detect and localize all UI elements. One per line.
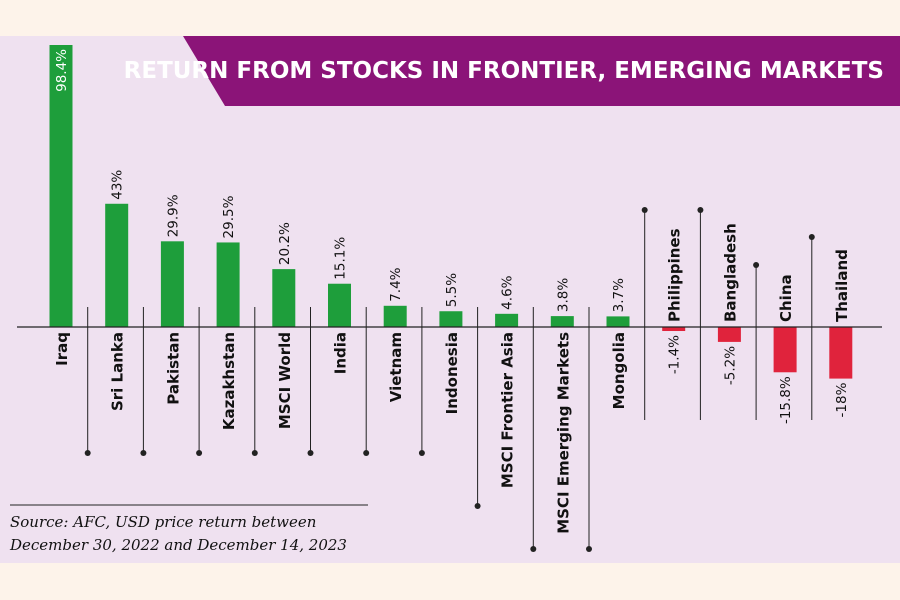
title-banner: RETURN FROM STOCKS IN FRONTIER, EMERGING… xyxy=(124,36,900,106)
category-label: Thailand xyxy=(833,249,851,322)
category-label: Mongolia xyxy=(610,332,628,409)
value-label: 3.8% xyxy=(555,278,571,312)
source-line-2: December 30, 2022 and December 14, 2023 xyxy=(9,536,347,554)
leader-dot xyxy=(530,546,537,552)
leader-dot xyxy=(363,450,370,456)
value-label: -18% xyxy=(834,382,850,417)
bar xyxy=(550,316,574,327)
bar xyxy=(662,327,686,332)
category-label: Kazakhstan xyxy=(220,332,238,430)
value-label: 29.9% xyxy=(165,194,181,237)
value-label: 15.1% xyxy=(333,237,349,280)
bar xyxy=(328,283,351,327)
bars-layer: 98.4% Iraq 43% Sri Lanka 29.9% Pakistan 29.5% K… xyxy=(49,45,853,552)
leader-dot xyxy=(84,450,91,456)
leader-dot xyxy=(307,450,314,456)
value-label: 5.5% xyxy=(444,273,460,307)
value-label: 7.4% xyxy=(388,267,404,301)
bar xyxy=(829,327,853,379)
bar xyxy=(160,241,184,327)
leader-dot xyxy=(808,234,815,240)
bar xyxy=(439,311,463,327)
category-label: Bangladesh xyxy=(721,223,739,322)
category-label: Iraq xyxy=(53,332,71,366)
category-label: MSCI Frontier Asia xyxy=(499,332,517,488)
category-label: China xyxy=(777,274,795,322)
value-label: 4.6% xyxy=(500,275,516,309)
bar xyxy=(216,242,240,327)
bar xyxy=(717,327,741,342)
leader-dot xyxy=(641,207,648,213)
bar xyxy=(105,203,129,327)
category-label: Philippines xyxy=(666,228,684,322)
leader-dot xyxy=(140,450,147,456)
leader-dot xyxy=(196,450,203,456)
leader-dot xyxy=(251,450,258,456)
bar xyxy=(272,269,296,327)
leader-dot xyxy=(418,450,425,456)
leader-dot xyxy=(586,546,592,552)
category-label: Indonesia xyxy=(443,332,461,414)
value-label: 43% xyxy=(110,170,126,200)
leader-dot xyxy=(753,262,760,268)
chart-panel xyxy=(0,36,900,563)
value-label: -5.2% xyxy=(722,346,738,385)
bar xyxy=(495,313,519,327)
leader-dot xyxy=(697,207,704,213)
leader-dot xyxy=(474,503,481,509)
bar xyxy=(49,45,73,327)
category-label: India xyxy=(332,332,350,374)
bar xyxy=(773,327,797,373)
chart-title: RETURN FROM STOCKS IN FRONTIER, EMERGING… xyxy=(124,58,884,84)
category-label: MSCI World xyxy=(276,332,294,429)
category-label: MSCI Emerging Markets xyxy=(554,332,572,534)
bar xyxy=(606,316,630,327)
value-label: 29.5% xyxy=(221,195,237,238)
value-label: -1.4% xyxy=(667,335,683,374)
source-line-1: Source: AFC, USD price return between xyxy=(10,513,316,531)
value-label: -15.8% xyxy=(778,376,794,424)
category-label: Pakistan xyxy=(164,332,182,405)
value-label: 3.7% xyxy=(611,278,627,312)
value-label: 98.4% xyxy=(54,49,70,92)
category-label: Sri Lanka xyxy=(109,332,127,411)
source-note: Source: AFC, USD price return between De… xyxy=(9,504,368,554)
bar xyxy=(383,305,407,327)
value-label: 20.2% xyxy=(277,222,293,265)
category-label: Vietnam xyxy=(387,332,405,402)
